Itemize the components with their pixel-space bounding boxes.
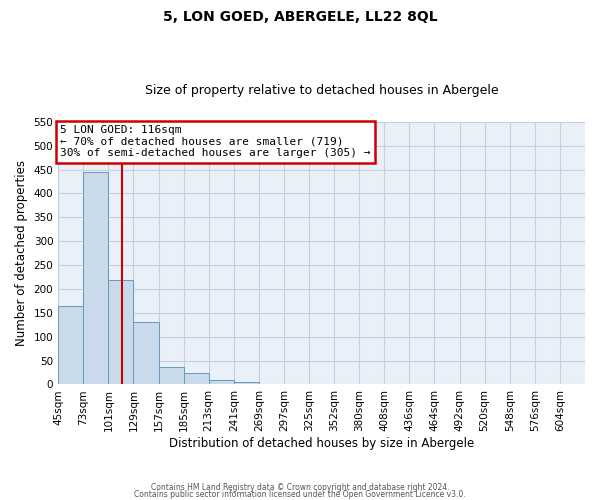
Text: 5, LON GOED, ABERGELE, LL22 8QL: 5, LON GOED, ABERGELE, LL22 8QL bbox=[163, 10, 437, 24]
Bar bbox=[83, 172, 109, 384]
Text: 5 LON GOED: 116sqm
← 70% of detached houses are smaller (719)
30% of semi-detach: 5 LON GOED: 116sqm ← 70% of detached hou… bbox=[60, 125, 370, 158]
Bar bbox=[209, 380, 234, 384]
X-axis label: Distribution of detached houses by size in Abergele: Distribution of detached houses by size … bbox=[169, 437, 474, 450]
Text: Contains HM Land Registry data © Crown copyright and database right 2024.: Contains HM Land Registry data © Crown c… bbox=[151, 484, 449, 492]
Bar bbox=[58, 306, 83, 384]
Bar bbox=[133, 322, 158, 384]
Bar bbox=[158, 368, 184, 384]
Bar bbox=[234, 382, 259, 384]
Title: Size of property relative to detached houses in Abergele: Size of property relative to detached ho… bbox=[145, 84, 499, 97]
Y-axis label: Number of detached properties: Number of detached properties bbox=[15, 160, 28, 346]
Bar bbox=[184, 372, 209, 384]
Text: Contains public sector information licensed under the Open Government Licence v3: Contains public sector information licen… bbox=[134, 490, 466, 499]
Bar bbox=[109, 280, 133, 384]
